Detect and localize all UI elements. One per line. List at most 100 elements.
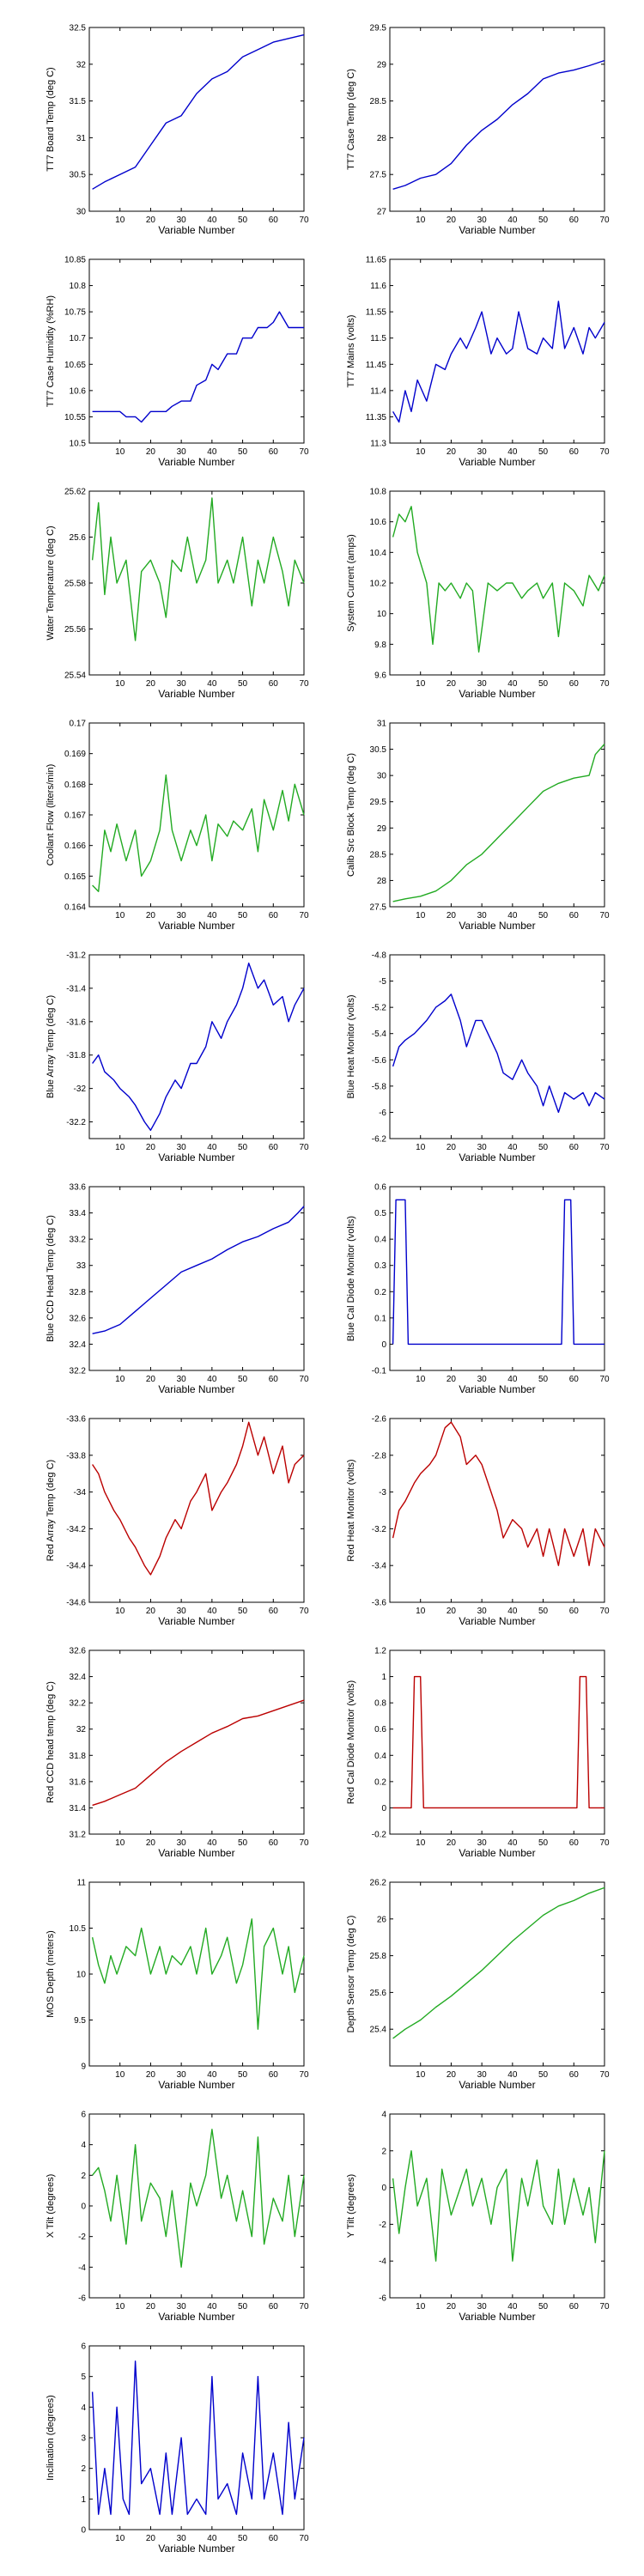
x-tick-label: 20 xyxy=(146,1838,156,1848)
x-tick-label: 40 xyxy=(507,1143,518,1152)
x-tick-label: 40 xyxy=(207,2534,217,2543)
x-tick-label: 20 xyxy=(447,1838,457,1848)
x-tick-label: 20 xyxy=(447,1375,457,1384)
plot-frame xyxy=(88,1418,305,1603)
y-axis-label: Depth Sensor Temp (deg C) xyxy=(346,1916,356,2033)
x-tick-label: 30 xyxy=(177,911,187,920)
x-axis-label: Variable Number xyxy=(459,456,535,468)
y-axis-label: Blue Heat Monitor (volts) xyxy=(346,994,356,1098)
x-tick-label: 30 xyxy=(477,1143,488,1152)
series-line xyxy=(92,1206,305,1334)
y-tick-label: 25.54 xyxy=(64,671,86,681)
x-tick-label: 20 xyxy=(146,2302,156,2312)
x-tick-label: 30 xyxy=(177,679,187,689)
y-tick-label: 10.6 xyxy=(370,518,387,527)
y-tick-label: 10.2 xyxy=(370,580,387,589)
series-line xyxy=(392,993,605,1114)
x-tick-label: 10 xyxy=(416,1838,426,1848)
y-tick-label: 11 xyxy=(77,1879,87,1888)
x-tick-label: 20 xyxy=(146,679,156,689)
x-tick-label: 10 xyxy=(115,1607,125,1616)
x-tick-label: 60 xyxy=(569,216,580,225)
x-tick-label: 60 xyxy=(569,679,580,689)
y-tick-label: 32 xyxy=(76,60,87,70)
x-tick-label: 10 xyxy=(416,1375,426,1384)
x-axis-label: Variable Number xyxy=(459,920,535,932)
x-tick-label: 30 xyxy=(477,216,488,225)
y-tick-label: 2 xyxy=(81,2172,86,2181)
y-tick-label: 4 xyxy=(381,2111,386,2120)
y-tick-label: -31.6 xyxy=(66,1018,86,1027)
x-tick-label: 30 xyxy=(477,2302,488,2312)
x-tick-label: 20 xyxy=(146,1375,156,1384)
y-tick-label: 0.3 xyxy=(374,1261,386,1271)
x-tick-label: 20 xyxy=(146,2070,156,2080)
y-tick-label: 25.8 xyxy=(370,1952,387,1961)
y-tick-label: 25.58 xyxy=(64,580,86,589)
plot-frame xyxy=(389,1881,605,2067)
chart-panel: 10 20 30 40 50 60 70 -3.6 -3.4 -3.2 -3 -2.8 -2.6 Vari… xyxy=(346,1415,610,1628)
x-tick-label: 60 xyxy=(569,1143,580,1152)
y-tick-label: 26.2 xyxy=(370,1879,387,1888)
y-tick-label: 30 xyxy=(76,208,87,217)
x-tick-label: 50 xyxy=(538,911,549,920)
x-tick-label: 60 xyxy=(569,2302,580,2312)
y-tick-label: 10.55 xyxy=(64,413,86,422)
x-tick-label: 50 xyxy=(238,1838,248,1848)
x-tick-label: 50 xyxy=(538,1143,549,1152)
y-tick-label: 5 xyxy=(81,2372,86,2382)
x-tick-label: 40 xyxy=(507,1838,518,1848)
y-tick-label: 31 xyxy=(76,134,87,143)
chart-panel: 10 20 30 40 50 60 70 -32.2 -32 -31.8 -31.6 -31.4 -31… xyxy=(46,951,309,1164)
chart-panel: 10 20 30 40 50 60 70 31.2 31.4 31.6 31.8 32 32.2 32.4… xyxy=(46,1647,309,1860)
x-tick-label: 70 xyxy=(299,2302,309,2312)
x-tick-label: 20 xyxy=(447,911,457,920)
plot-frame xyxy=(88,722,305,908)
x-axis-label: Variable Number xyxy=(459,1383,535,1395)
x-tick-label: 60 xyxy=(269,2070,279,2080)
x-tick-label: 60 xyxy=(269,2534,279,2543)
x-tick-label: 30 xyxy=(177,216,187,225)
x-tick-label: 40 xyxy=(207,911,217,920)
y-tick-label: 32.4 xyxy=(70,1673,87,1682)
y-tick-label: 0.6 xyxy=(374,1725,386,1735)
series-line xyxy=(91,497,305,641)
x-tick-label: 20 xyxy=(146,1607,156,1616)
series-line xyxy=(92,1421,305,1576)
y-tick-label: 10 xyxy=(377,610,387,619)
x-tick-label: 70 xyxy=(599,1838,610,1848)
y-axis-label: Coolant Flow (liters/min) xyxy=(46,764,56,866)
x-tick-label: 70 xyxy=(599,2302,610,2312)
series-line xyxy=(392,2150,605,2262)
y-tick-label: 0.166 xyxy=(64,841,86,851)
x-tick-label: 20 xyxy=(146,216,156,225)
chart-panel: 10 20 30 40 50 60 70 27.5 28 28.5 29 29.5 30 30.5 31 Va… xyxy=(346,720,610,933)
y-axis-label: System Current (amps) xyxy=(346,534,356,632)
y-tick-label: 25.56 xyxy=(64,625,86,635)
y-tick-label: 0.167 xyxy=(64,811,86,821)
chart-panel: 10 20 30 40 50 60 70 25.4 25.6 25.8 26 26.2 Variable… xyxy=(346,1879,610,2092)
series-line xyxy=(392,301,605,423)
x-tick-label: 50 xyxy=(238,679,248,689)
x-tick-label: 70 xyxy=(599,447,610,457)
series-line xyxy=(92,311,304,423)
x-tick-label: 50 xyxy=(238,911,248,920)
y-tick-label: -5 xyxy=(379,977,386,987)
x-axis-label: Variable Number xyxy=(158,456,234,468)
y-tick-label: 10.8 xyxy=(70,282,87,291)
y-tick-label: 0.2 xyxy=(374,1777,386,1787)
y-tick-label: 4 xyxy=(81,2141,86,2150)
x-axis-label: Variable Number xyxy=(158,920,234,932)
chart-panel: 10 20 30 40 50 60 70 -6 -4 -2 0 2 4 6 Variable Number X… xyxy=(46,2111,309,2324)
x-tick-label: 70 xyxy=(299,2070,309,2080)
y-tick-label: 25.62 xyxy=(64,488,86,497)
x-tick-label: 30 xyxy=(477,1838,488,1848)
plot-frame xyxy=(389,1186,605,1371)
y-tick-label: 2 xyxy=(81,2464,86,2474)
chart-panel: 10 20 30 40 50 60 70 10.5 10.55 10.6 10.65 10.7 10.7… xyxy=(46,256,309,469)
y-tick-label: 29 xyxy=(377,824,387,834)
y-tick-label: 9.5 xyxy=(74,2016,86,2026)
y-tick-label: 31.2 xyxy=(70,1831,87,1840)
chart-panel: 10 20 30 40 50 60 70 30 30.5 31 31.5 32 32.5 Variable… xyxy=(46,24,309,237)
y-tick-label: 2 xyxy=(381,2147,386,2156)
